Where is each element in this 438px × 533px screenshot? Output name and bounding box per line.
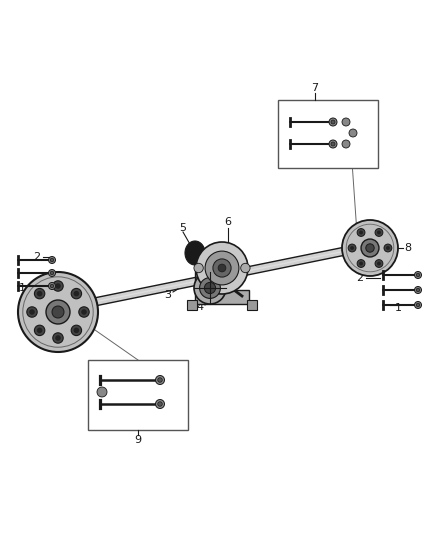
Circle shape	[342, 220, 398, 276]
Text: 10: 10	[21, 313, 35, 323]
Ellipse shape	[185, 241, 205, 265]
Text: 1: 1	[18, 283, 25, 293]
Circle shape	[49, 282, 56, 289]
Circle shape	[366, 244, 374, 252]
Circle shape	[194, 272, 226, 304]
Circle shape	[359, 262, 363, 265]
Circle shape	[53, 333, 63, 343]
Circle shape	[46, 300, 70, 324]
Circle shape	[331, 120, 335, 124]
Circle shape	[194, 263, 203, 273]
Circle shape	[74, 291, 79, 296]
Circle shape	[155, 400, 165, 408]
Circle shape	[27, 307, 37, 317]
Circle shape	[50, 259, 54, 262]
Circle shape	[37, 328, 42, 333]
Text: 6: 6	[225, 217, 232, 227]
Circle shape	[386, 246, 390, 250]
Circle shape	[35, 288, 45, 299]
Circle shape	[205, 251, 239, 285]
Circle shape	[55, 283, 61, 289]
Circle shape	[196, 242, 248, 294]
Circle shape	[35, 325, 45, 336]
Circle shape	[329, 140, 337, 148]
Text: 8: 8	[404, 243, 412, 253]
Circle shape	[53, 281, 63, 291]
Circle shape	[414, 271, 421, 279]
Circle shape	[375, 229, 383, 237]
Polygon shape	[54, 241, 376, 314]
Circle shape	[349, 129, 357, 137]
Circle shape	[205, 282, 215, 294]
Circle shape	[79, 307, 89, 317]
Circle shape	[384, 244, 392, 252]
Circle shape	[357, 229, 365, 237]
Circle shape	[377, 230, 381, 235]
Circle shape	[55, 335, 61, 341]
Circle shape	[49, 270, 56, 277]
Circle shape	[241, 263, 250, 273]
Text: 9: 9	[134, 435, 141, 445]
Circle shape	[52, 306, 64, 318]
Circle shape	[377, 262, 381, 265]
Text: 3: 3	[165, 290, 172, 300]
Text: 1: 1	[395, 303, 402, 313]
Bar	[187, 300, 197, 310]
Text: 2: 2	[357, 273, 364, 283]
Bar	[278, 100, 378, 168]
Bar	[247, 300, 257, 310]
Circle shape	[414, 302, 421, 309]
Circle shape	[37, 291, 42, 296]
Circle shape	[331, 142, 335, 146]
Circle shape	[348, 244, 356, 252]
Bar	[195, 290, 249, 304]
Bar	[88, 360, 188, 430]
Circle shape	[218, 264, 226, 272]
Circle shape	[18, 272, 98, 352]
Circle shape	[416, 288, 420, 292]
Circle shape	[342, 140, 350, 148]
Circle shape	[416, 303, 420, 307]
Circle shape	[350, 246, 354, 250]
Circle shape	[329, 118, 337, 126]
Circle shape	[361, 239, 379, 257]
Circle shape	[71, 325, 81, 336]
Circle shape	[97, 387, 107, 397]
Circle shape	[342, 118, 350, 126]
Text: 4: 4	[196, 302, 204, 312]
Circle shape	[158, 402, 162, 406]
Circle shape	[50, 271, 54, 274]
Text: 2: 2	[33, 252, 41, 262]
Circle shape	[375, 260, 383, 268]
Circle shape	[200, 278, 220, 298]
Circle shape	[213, 259, 231, 277]
Circle shape	[414, 287, 421, 294]
Circle shape	[357, 260, 365, 268]
Circle shape	[29, 309, 35, 315]
Circle shape	[50, 284, 54, 288]
Circle shape	[155, 376, 165, 384]
Circle shape	[81, 309, 87, 315]
Circle shape	[71, 288, 81, 299]
Circle shape	[158, 378, 162, 382]
Text: 5: 5	[180, 223, 187, 233]
Text: 7: 7	[311, 83, 318, 93]
Circle shape	[359, 230, 363, 235]
Circle shape	[49, 256, 56, 263]
Circle shape	[74, 328, 79, 333]
Circle shape	[416, 273, 420, 277]
